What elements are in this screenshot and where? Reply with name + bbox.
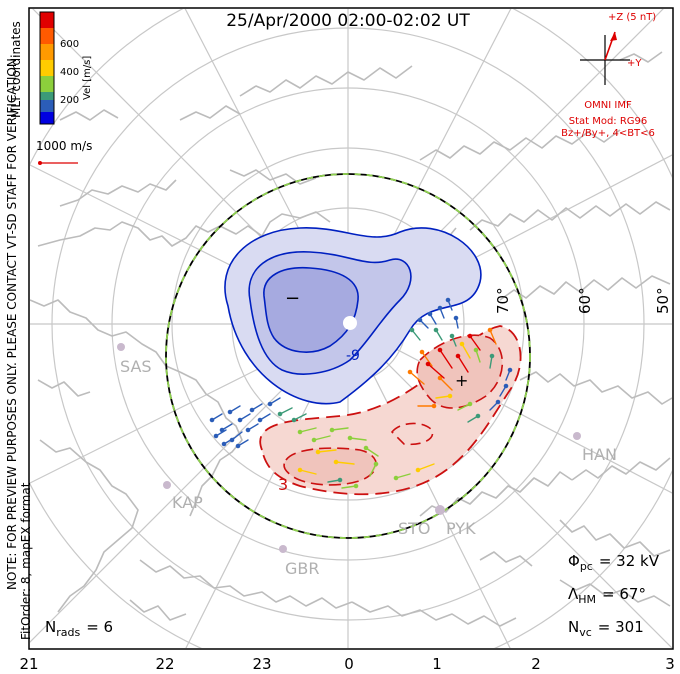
mlt-label-1: 1 [432,655,442,673]
station-label-kap: KAP [172,493,203,512]
mlt-label-23: 23 [252,655,271,673]
station-label-gbr: GBR [285,559,320,578]
imf-z-label: +Z (5 nT) [608,12,656,23]
positive-contour-label: 3 [278,475,288,494]
mlt-label-3: 3 [665,655,675,673]
station-label-sas: SAS [120,357,152,376]
preview-note: NOTE: FOR PREVIEW PURPOSES ONLY. PLEASE … [5,54,19,590]
positive-convection-cell [259,325,522,496]
hm-boundary-stat: ΛHM = 67° [568,585,646,606]
mlt-label-21: 21 [19,655,38,673]
imf-y-label: +Y [627,58,642,69]
polar-cap-potential-stat: Φpc = 32 kV [568,552,660,573]
imf-bin: Bz+/By+, 4<BT<6 [561,128,655,139]
reference-vector-label: 1000 m/s [36,139,92,153]
boundary-dashes [165,173,531,539]
scale-tick-200: 200 [60,95,79,106]
scale-tick-400: 400 [60,67,79,78]
latitude-label-70: 70° [494,287,512,314]
positive-potential-marker: + [455,371,468,390]
negative-contour-label: -9 [346,348,360,364]
station-label-pyk: PYK [446,519,476,538]
scale-unit-label: Vel [m/s] [82,56,93,100]
mlt-label-2: 2 [531,655,541,673]
negative-convection-cell [224,227,482,405]
imf-clock-dial [580,31,630,85]
station-label-han: HAN [582,445,617,464]
negative-potential-marker: − [285,288,300,309]
vector-count-stat: Nvc = 301 [568,618,644,639]
mlt-label-0: 0 [344,655,354,673]
fit-order-note: FitOrder: 8, mapEX format [19,482,33,640]
coordinate-label: MLT coordinates [9,21,23,118]
latitude-label-50: 50° [654,287,672,314]
velocity-color-scale [39,11,55,125]
plot-frame [28,7,674,650]
station-label-sto: STO [398,519,431,538]
reference-vector-origin [38,161,42,165]
coastlines [30,51,672,627]
nrads-stat: Nrads = 6 [45,618,113,639]
station-markers [117,343,581,553]
imf-source: OMNI IMF [584,100,632,111]
mlt-label-22: 22 [155,655,174,673]
stat-model: Stat Mod: RG96 [569,116,648,127]
latitude-label-60: 60° [576,287,594,314]
map-title: 25/Apr/2000 02:00-02:02 UT [226,11,470,31]
velocity-vectors [209,297,513,489]
scale-tick-600: 600 [60,39,79,50]
